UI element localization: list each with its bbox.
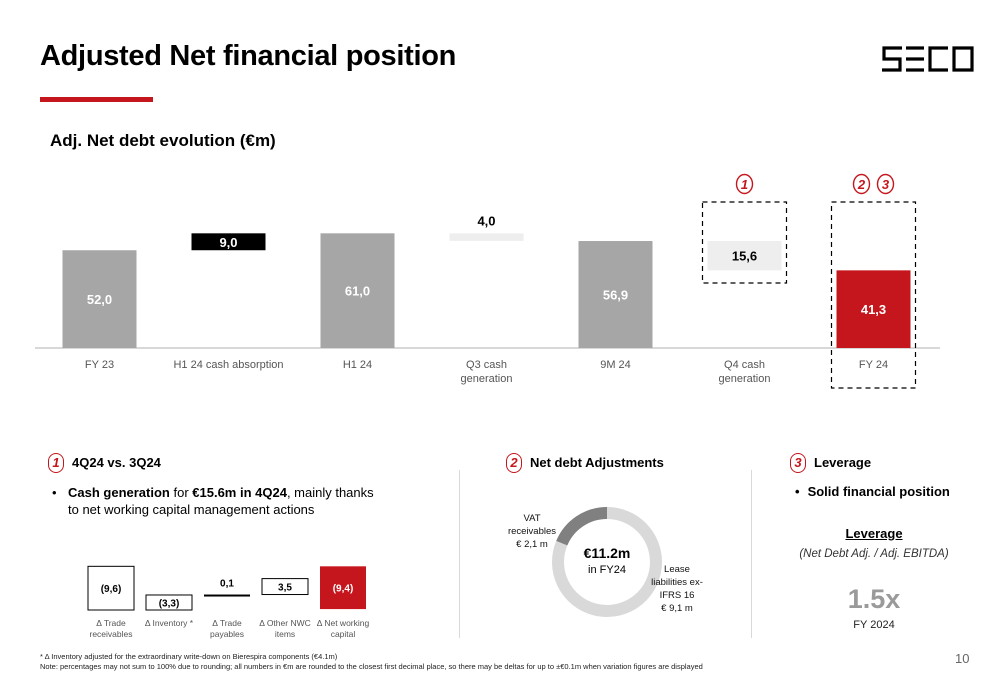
nwc-bar bbox=[87, 565, 135, 611]
section2-title: Net debt Adjustments bbox=[530, 455, 664, 470]
lease-value-text: € 9,1 m bbox=[661, 603, 693, 614]
data-label: 41,3 bbox=[861, 302, 886, 317]
category-label: H1 24 bbox=[343, 359, 372, 371]
section3-bullet: • Solid financial position bbox=[795, 484, 950, 499]
nwc-category-label: receivables bbox=[90, 629, 133, 639]
data-label: 4,0 bbox=[477, 213, 495, 228]
nwc-category-label: items bbox=[275, 629, 295, 639]
bullet-dot: • bbox=[52, 485, 57, 500]
callout-number: 1 bbox=[741, 177, 748, 192]
category-label: H1 24 cash absorption bbox=[173, 359, 283, 371]
section3-bullet-text: Solid financial position bbox=[807, 484, 950, 499]
bar-h1-24-cash-absorption bbox=[191, 233, 266, 251]
vat-receivables-label: VAT receivables € 2,1 m bbox=[504, 512, 560, 551]
callout-number-badge bbox=[735, 173, 754, 195]
data-label: 61,0 bbox=[345, 284, 370, 299]
data-label: 56,9 bbox=[603, 288, 628, 303]
leverage-value: 1.5x bbox=[847, 584, 901, 614]
bullet-bold-2: €15.6m in 4Q24 bbox=[192, 485, 287, 500]
donut-slice bbox=[552, 507, 662, 617]
leverage-title: Leverage bbox=[845, 526, 903, 541]
data-label: 9,0 bbox=[219, 235, 237, 250]
bullet-bold-1: Cash generation bbox=[68, 485, 170, 500]
vat-value-text: € 2,1 m bbox=[516, 539, 548, 550]
leverage-subtitle: (Net Debt Adj. / Adj. EBITDA) bbox=[799, 548, 949, 560]
category-label: generation bbox=[461, 373, 513, 385]
section3-number-badge: 3 bbox=[790, 453, 806, 473]
bar-q4-cash-generation bbox=[707, 241, 782, 271]
nwc-data-label: 3,5 bbox=[278, 583, 292, 594]
nwc-category-label: Δ Trade bbox=[96, 618, 126, 628]
category-label: generation bbox=[719, 373, 771, 385]
category-label: 9M 24 bbox=[600, 359, 631, 371]
category-label: FY 23 bbox=[85, 359, 114, 371]
nwc-bar bbox=[204, 594, 250, 597]
category-label: Q3 cash bbox=[466, 359, 507, 371]
data-label: 52,0 bbox=[87, 292, 112, 307]
section1-bullet: • Cash generation for €15.6m in 4Q24, ma… bbox=[52, 484, 382, 518]
bar-q3-cash-generation bbox=[449, 233, 524, 241]
nwc-bar bbox=[261, 578, 309, 596]
callout-number: 3 bbox=[882, 177, 890, 192]
callout-box bbox=[701, 201, 788, 284]
nwc-category-label: Δ Trade bbox=[212, 618, 242, 628]
bar-9m-24 bbox=[578, 241, 653, 348]
nwc-bar bbox=[145, 594, 193, 611]
page-number: 10 bbox=[955, 651, 970, 666]
section3-title: Leverage bbox=[814, 455, 872, 470]
section2-number-badge: 2 bbox=[506, 453, 522, 473]
footnote-inventory: * Δ Inventory adjusted for the extraordi… bbox=[40, 652, 338, 661]
leverage-year: FY 2024 bbox=[853, 619, 895, 631]
bullet-plain-2: , mainly thanks to net working capital m… bbox=[68, 485, 374, 517]
nwc-category-label: Δ Inventory * bbox=[145, 618, 194, 628]
callout-number-badge bbox=[876, 173, 895, 195]
section1-number-badge: 1 bbox=[48, 453, 64, 473]
nwc-category-label: Δ Other NWC bbox=[259, 618, 311, 628]
nwc-data-label: 0,1 bbox=[220, 579, 234, 590]
lease-label-text: Lease liabilities ex-IFRS 16 bbox=[651, 564, 703, 601]
nwc-data-label: (9,6) bbox=[101, 584, 122, 595]
bullet-plain-1: for bbox=[169, 485, 193, 500]
callout-number-badge bbox=[852, 173, 871, 195]
bar-fy-24 bbox=[836, 270, 911, 348]
nwc-category-label: payables bbox=[210, 629, 244, 639]
bar-fy-23 bbox=[62, 250, 137, 348]
nwc-data-label: (3,3) bbox=[159, 598, 180, 609]
donut-center-value: €11.2m bbox=[583, 545, 631, 561]
nwc-bar bbox=[320, 566, 366, 610]
divider-2 bbox=[751, 470, 752, 638]
donut-slice bbox=[556, 507, 608, 546]
footnote-rounding: Note: percentages may not sum to 100% du… bbox=[40, 662, 703, 671]
data-label: 15,6 bbox=[732, 249, 757, 264]
divider-1 bbox=[459, 470, 460, 638]
title-underline bbox=[40, 97, 153, 102]
callout-number: 2 bbox=[857, 177, 866, 192]
nwc-category-label: capital bbox=[331, 629, 356, 639]
category-label: FY 24 bbox=[859, 359, 888, 371]
net-debt-adjustments-donut bbox=[552, 507, 662, 617]
chart-title: Adj. Net debt evolution (€m) bbox=[50, 131, 276, 150]
page-title: Adjusted Net financial position bbox=[40, 40, 457, 72]
nwc-data-label: (9,4) bbox=[333, 584, 354, 595]
vat-label-text: VAT receivables bbox=[507, 513, 557, 537]
section1-title: 4Q24 vs. 3Q24 bbox=[72, 455, 161, 470]
nwc-category-label: Δ Net working bbox=[317, 618, 370, 628]
seco-logo bbox=[882, 46, 974, 72]
category-label: Q4 cash bbox=[724, 359, 765, 371]
bullet-dot: • bbox=[795, 484, 800, 499]
net-debt-waterfall-chart: 52,0 FY 23 9,0 H1 24 cash absorption 61,0 H1 … bbox=[35, 173, 940, 389]
donut-center-sub: in FY24 bbox=[588, 564, 626, 576]
lease-liabilities-label: Lease liabilities ex-IFRS 16 € 9,1 m bbox=[646, 563, 708, 615]
bar-h1-24 bbox=[320, 233, 395, 348]
